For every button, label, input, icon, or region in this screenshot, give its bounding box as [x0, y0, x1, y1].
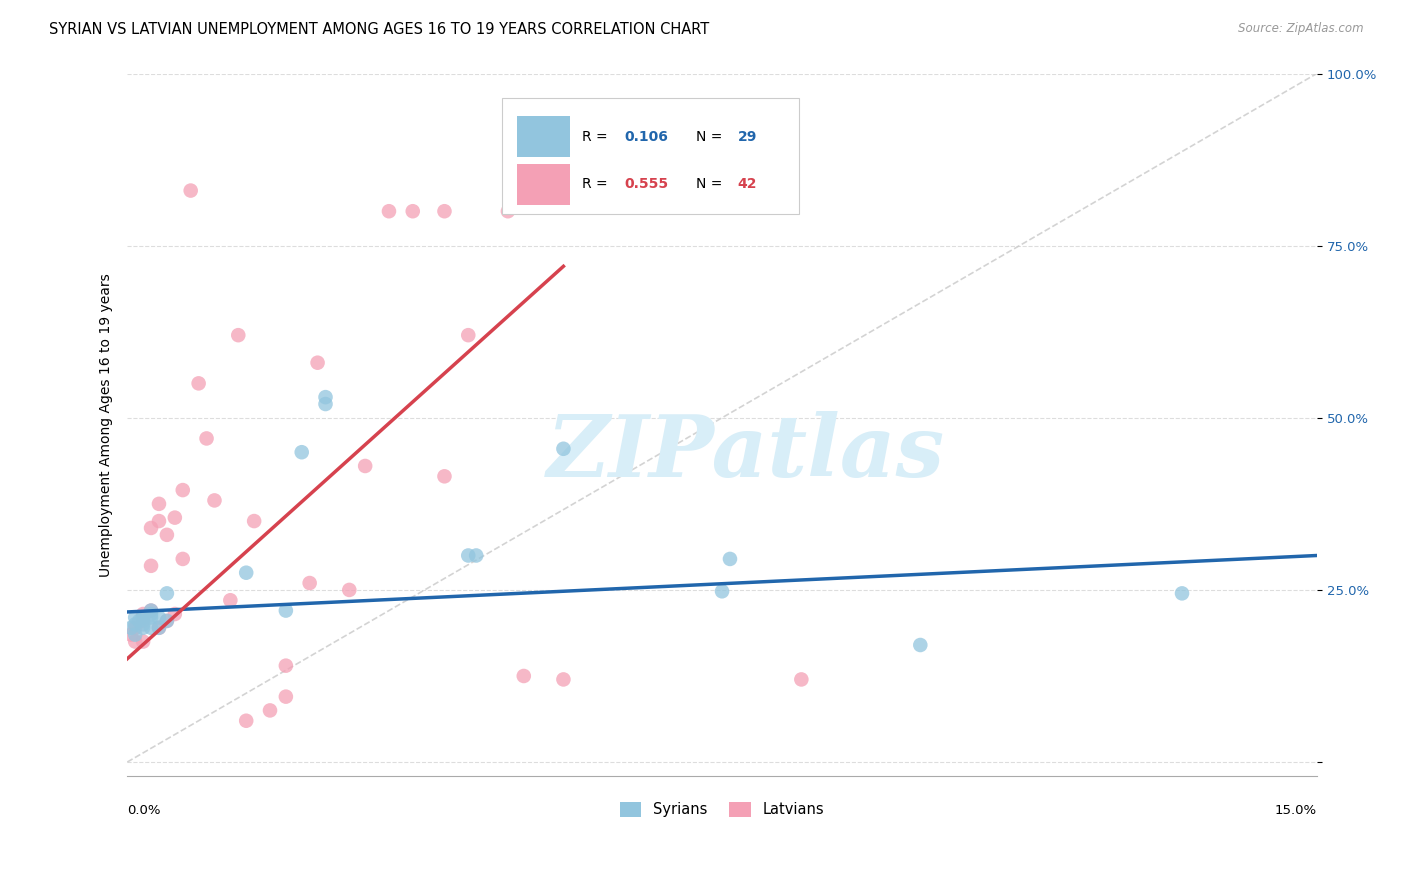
Point	[132, 621, 155, 635]
Point	[433, 469, 456, 483]
Point	[148, 621, 170, 635]
Text: R =: R =	[582, 129, 612, 144]
Point	[307, 356, 329, 370]
Point	[457, 328, 479, 343]
Text: SYRIAN VS LATVIAN UNEMPLOYMENT AMONG AGES 16 TO 19 YEARS CORRELATION CHART: SYRIAN VS LATVIAN UNEMPLOYMENT AMONG AGE…	[49, 22, 710, 37]
Text: 0.555: 0.555	[624, 178, 669, 192]
Point	[139, 521, 162, 535]
Point	[132, 634, 155, 648]
Text: 42: 42	[738, 178, 756, 192]
Point	[132, 607, 155, 621]
Point	[148, 621, 170, 635]
Point	[1171, 586, 1194, 600]
Point	[718, 552, 741, 566]
Point	[128, 614, 150, 628]
Point	[124, 617, 146, 632]
Point	[139, 604, 162, 618]
FancyBboxPatch shape	[502, 98, 800, 214]
Point	[402, 204, 425, 219]
Point	[235, 566, 257, 580]
Point	[465, 549, 488, 563]
Point	[219, 593, 242, 607]
Text: ZIPatlas: ZIPatlas	[547, 411, 945, 494]
Point	[132, 610, 155, 624]
Point	[291, 445, 314, 459]
Point	[156, 586, 179, 600]
Text: N =: N =	[696, 129, 727, 144]
Point	[195, 432, 218, 446]
Legend: Syrians, Latvians: Syrians, Latvians	[612, 795, 832, 825]
Point	[226, 328, 249, 343]
Text: 0.106: 0.106	[624, 129, 668, 144]
Point	[910, 638, 932, 652]
Point	[163, 607, 186, 621]
Point	[378, 204, 401, 219]
Point	[148, 514, 170, 528]
Point	[148, 610, 170, 624]
Point	[274, 690, 297, 704]
Point	[132, 610, 155, 624]
Point	[124, 634, 146, 648]
Point	[204, 493, 226, 508]
Point	[156, 614, 179, 628]
Point	[180, 184, 202, 198]
FancyBboxPatch shape	[517, 164, 569, 205]
FancyBboxPatch shape	[517, 116, 569, 158]
Point	[139, 621, 162, 635]
Point	[172, 483, 194, 497]
Point	[790, 673, 813, 687]
Point	[148, 497, 170, 511]
Point	[274, 658, 297, 673]
Point	[496, 204, 519, 219]
Text: 15.0%: 15.0%	[1275, 804, 1317, 817]
Point	[315, 390, 337, 404]
Point	[298, 576, 321, 591]
Point	[187, 376, 209, 391]
Point	[124, 621, 146, 635]
Point	[553, 442, 575, 456]
Point	[124, 610, 146, 624]
Point	[354, 458, 377, 473]
Point	[156, 614, 179, 628]
Y-axis label: Unemployment Among Ages 16 to 19 years: Unemployment Among Ages 16 to 19 years	[100, 273, 114, 576]
Point	[132, 614, 155, 628]
Point	[274, 604, 297, 618]
Text: Source: ZipAtlas.com: Source: ZipAtlas.com	[1239, 22, 1364, 36]
Point	[120, 628, 142, 642]
Point	[553, 673, 575, 687]
Point	[156, 528, 179, 542]
Point	[139, 610, 162, 624]
Point	[139, 604, 162, 618]
Point	[139, 558, 162, 573]
Point	[259, 703, 281, 717]
Text: R =: R =	[582, 178, 612, 192]
Point	[235, 714, 257, 728]
Point	[337, 582, 360, 597]
Point	[124, 628, 146, 642]
Point	[711, 584, 734, 599]
Point	[132, 617, 155, 632]
Text: 0.0%: 0.0%	[128, 804, 160, 817]
Point	[315, 397, 337, 411]
Point	[163, 510, 186, 524]
Point	[139, 607, 162, 621]
Point	[243, 514, 266, 528]
Point	[120, 621, 142, 635]
Point	[457, 549, 479, 563]
Point	[172, 552, 194, 566]
Point	[433, 204, 456, 219]
Point	[513, 669, 536, 683]
Text: N =: N =	[696, 178, 727, 192]
Text: 29: 29	[738, 129, 756, 144]
